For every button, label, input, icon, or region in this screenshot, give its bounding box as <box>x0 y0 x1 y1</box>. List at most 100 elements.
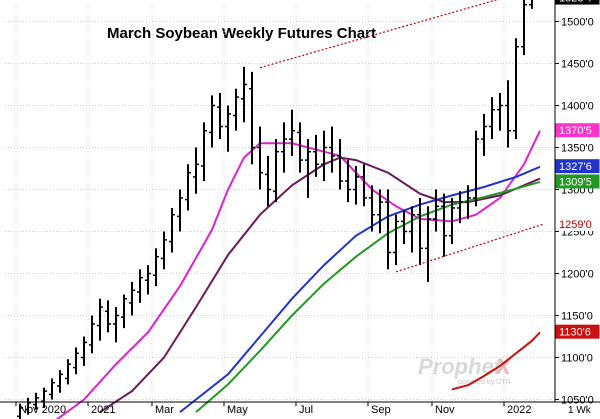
price-tag-box <box>555 123 600 138</box>
ohlc-bar <box>401 210 407 245</box>
moving-average-line-4 <box>451 331 541 391</box>
y-tick-label: 1150'0 <box>561 311 593 323</box>
ohlc-bar <box>217 92 223 140</box>
ohlc-bar <box>473 130 479 207</box>
x-tick-label: Nov 2020 <box>19 404 66 416</box>
ohlc-bar <box>481 113 487 156</box>
ohlc-bar <box>377 189 383 234</box>
y-tick-label: 1500'0 <box>561 17 594 29</box>
y-tick-label: 1100'0 <box>561 353 593 365</box>
ohlc-bar <box>305 139 311 198</box>
watermark-brand-prefix: Prophet <box>418 354 503 379</box>
price-tag-label: 1130'6 <box>559 327 591 339</box>
ohlc-bar <box>321 130 327 182</box>
y-tick-label: 1050'0 <box>561 395 594 407</box>
price-tag: 1309'5 <box>555 174 600 189</box>
ohlc-bar <box>153 248 159 287</box>
x-tick-label: Mar <box>155 404 174 416</box>
ohlc-bar <box>265 155 271 207</box>
ohlc-bar <box>457 191 463 224</box>
ohlc-bar <box>257 126 263 190</box>
ohlc-bar <box>25 397 31 415</box>
ohlc-bar <box>105 300 111 333</box>
ohlc-bar <box>369 185 375 232</box>
price-tags: 1542'41528'41370'51327'61309'51259'01130… <box>555 0 600 339</box>
ohlc-bar <box>233 88 239 131</box>
watermark-powered-by: powered by DTN <box>458 379 511 386</box>
ohlc-bar <box>505 80 511 148</box>
ohlc-bar <box>241 66 247 123</box>
ohlc-bar <box>337 139 343 190</box>
ohlc-bar <box>281 122 287 173</box>
ohlc-bar <box>489 97 495 140</box>
ohlc-bar <box>73 347 79 375</box>
price-bars <box>17 0 533 419</box>
ohlc-bar <box>417 197 423 266</box>
trend-line-1 <box>395 223 545 273</box>
x-tick-label: Sep <box>371 404 391 416</box>
ohlc-bar <box>209 95 215 148</box>
price-tag-box <box>555 324 600 339</box>
ohlc-bar <box>129 281 135 316</box>
ohlc-bar <box>97 298 103 341</box>
ohlc-bar <box>33 392 39 410</box>
ohlc-bar <box>529 0 533 9</box>
ohlc-bar <box>57 370 63 393</box>
ohlc-bar <box>41 387 47 408</box>
ohlc-bar <box>185 164 191 211</box>
ohlc-bar <box>289 109 295 156</box>
ohlc-bar <box>385 189 391 270</box>
y-tick-label: 1200'0 <box>561 269 594 281</box>
gridlines <box>5 4 555 402</box>
ohlc-bar <box>81 336 87 366</box>
y-tick-label: 1400'0 <box>561 101 594 113</box>
price-tag-label: 1528'4 <box>559 0 592 5</box>
ohlc-bar <box>193 147 199 194</box>
ohlc-bar <box>177 189 183 232</box>
price-tag-box <box>555 216 600 231</box>
ohlc-bar <box>249 71 255 165</box>
ohlc-bar <box>17 403 23 419</box>
ohlc-bar <box>145 265 151 295</box>
y-axis: 1550'01500'01450'01400'01350'01300'01250… <box>554 0 594 407</box>
ohlc-bar <box>465 185 471 219</box>
ohlc-bar <box>297 122 303 173</box>
ohlc-bar <box>137 269 143 303</box>
prophetx-watermark: Prophet X powered by DTN <box>418 354 512 386</box>
ohlc-bar <box>513 38 519 140</box>
ohlc-bar <box>497 92 503 131</box>
ohlc-bar <box>393 214 399 266</box>
ohlc-bar <box>521 0 527 56</box>
ohlc-bar <box>89 315 95 354</box>
ohlc-bar <box>201 122 207 182</box>
y-tick-label: 1450'0 <box>561 59 594 71</box>
ohlc-bar <box>49 378 55 400</box>
x-tick-label: Nov <box>435 404 455 416</box>
ohlc-bar <box>113 307 119 343</box>
ohlc-bar <box>441 193 447 257</box>
price-tag-label: 1309'5 <box>559 176 592 188</box>
x-tick-label: 2022 <box>507 404 531 416</box>
price-tag-label: 1327'6 <box>559 161 592 173</box>
price-tag: 1327'6 <box>555 159 600 174</box>
price-tag: 1130'6 <box>555 324 600 339</box>
ohlc-bar <box>409 206 415 253</box>
y-tick-label: 1350'0 <box>561 143 594 155</box>
period-label: 1 Wk <box>568 405 592 416</box>
price-tag-box <box>555 159 600 174</box>
x-axis: Nov 2020 2021 Mar May Jul Sep Nov 2022 <box>0 401 600 416</box>
chart-title: March Soybean Weekly Futures Chart <box>107 25 376 42</box>
ohlc-bar <box>161 231 167 270</box>
price-tag-box <box>555 174 600 189</box>
ohlc-bar <box>361 164 367 207</box>
x-tick-label: Jul <box>299 404 313 416</box>
price-tag-label: 1370'5 <box>559 125 592 137</box>
price-tag: 1528'4 <box>555 0 600 5</box>
price-tag: 1259'0 <box>555 216 600 231</box>
ohlc-bar <box>449 197 455 245</box>
ohlc-bar <box>169 207 175 253</box>
ohlc-bar <box>425 206 431 282</box>
ohlc-bar <box>345 160 351 203</box>
